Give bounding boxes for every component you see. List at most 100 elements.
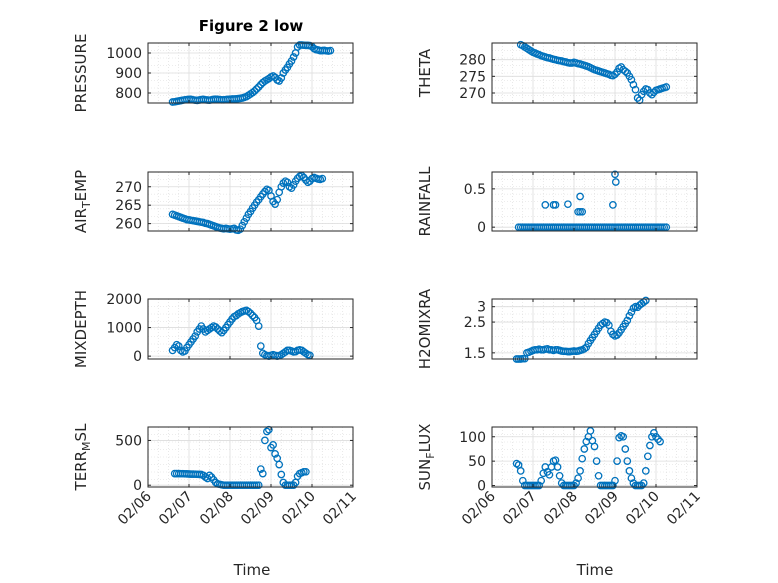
data-point [594,471,603,480]
x-axis-label-right: Time [576,561,614,579]
data-point [611,170,619,179]
data-point [240,217,249,226]
data-point [215,327,224,335]
data-point [512,459,521,468]
data-point [578,454,587,463]
y-tick-label: 275 [459,69,486,85]
data-point [625,312,634,320]
y-tick-label: 265 [115,198,142,214]
data-point [656,437,664,446]
y-tick-label: 0 [133,478,142,494]
subplot-pressure: 800 900 1000 PRESSURE [72,34,354,113]
axes-frame [491,298,698,360]
data-point [289,53,298,61]
figure-title: Figure 2 low [199,17,304,35]
data-point [541,201,550,209]
y-tick-label: 500 [115,433,142,449]
data-point [590,442,599,451]
data-point [537,476,546,485]
data-point [650,429,658,437]
y-tick-label: 2000 [106,292,142,308]
data-point [627,308,636,317]
data-point [263,427,271,436]
data-point [535,481,543,490]
data-point [277,182,286,191]
data-point [256,342,265,350]
data-point [623,457,632,465]
y-axis-label: MIXDEPTH [72,290,90,368]
data-point [545,470,554,479]
data-point [205,471,214,480]
data-point [613,457,621,465]
data-point [252,85,261,93]
data-point [615,433,623,442]
y-tick-label: 0 [133,349,142,365]
subplot-h2omixra: 1.5 2.53 H2OMIXRA [416,288,698,369]
data-point [662,223,671,232]
data-point [580,344,589,353]
data-point [302,467,310,476]
y-tick-label: 1000 [106,46,142,62]
y-tick-label: 800 [115,86,142,102]
y-tick-label: 280 [459,53,486,69]
data-point [250,87,259,95]
subplot-mixdepth: 0 1000 2000 MIXDEPTH [72,290,354,368]
data-point [592,457,601,465]
data-point [611,178,620,186]
y-axis-label: RAINFALL [416,166,434,237]
y-tick-label: 3 [477,300,486,316]
data-point [326,46,335,55]
data-point [662,83,671,91]
y-tick-label: 50 [468,454,486,470]
data-point [246,309,255,318]
data-point [242,214,251,222]
data-point [518,476,527,485]
data-point [176,346,185,355]
axes-frame [147,171,354,232]
data-point [306,351,314,360]
subplot-rainfall: 0 0.5 RAINFALL [416,166,698,237]
data-point [553,463,562,471]
data-point [611,476,619,485]
data-point [611,70,619,79]
axes-frame [147,426,354,488]
y-tick-label: 260 [115,217,142,233]
data-point [174,342,183,350]
axes-frame [491,171,698,232]
data-point [564,200,572,209]
axes-frame [491,426,698,488]
y-tick-label: 1.5 [464,346,486,362]
data-point [572,479,580,487]
data-point [576,467,584,475]
y-tick-label: 0 [477,220,486,236]
y-tick-label: 2.5 [464,315,486,331]
data-point [279,179,288,187]
data-point [631,85,640,94]
subplot-airtemp: 260 265 270 AIRTEMP [72,170,354,235]
data-point [318,174,327,183]
y-tick-label: 1000 [106,321,142,337]
data-point [646,441,654,450]
data-point [261,187,269,196]
axes-frame [147,298,354,360]
y-tick-label: 270 [459,86,486,102]
y-axis-label: PRESSURE [72,34,90,113]
data-point [555,471,564,480]
data-point [621,445,630,453]
data-point [275,460,284,469]
data-point [271,450,279,458]
data-point [217,328,226,337]
data-point [256,465,265,473]
data-point [261,436,269,445]
data-point [586,427,595,435]
y-tick-label: 100 [459,430,486,446]
data-point [578,207,587,216]
data-point [613,331,621,339]
data-point [269,72,277,80]
data-point [551,456,560,465]
data-point [191,332,200,340]
data-point [582,343,591,352]
